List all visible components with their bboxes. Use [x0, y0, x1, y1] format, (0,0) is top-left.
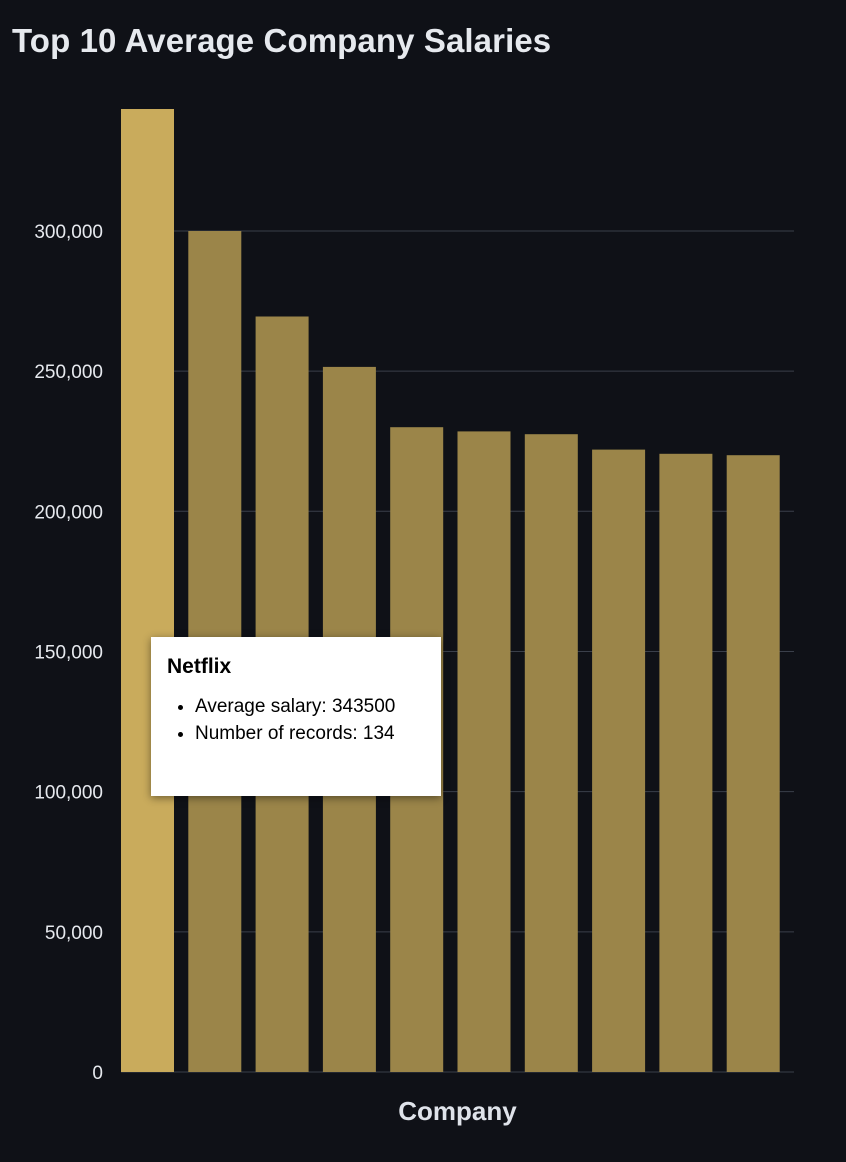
chart-title: Top 10 Average Company Salaries	[12, 22, 552, 59]
y-tick-label: 100,000	[34, 783, 103, 804]
y-tick-label: 200,000	[34, 502, 103, 523]
bar[interactable]	[726, 455, 780, 1072]
tooltip-title: Netflix	[167, 655, 232, 678]
bar[interactable]	[457, 431, 511, 1072]
y-tick-label: 50,000	[45, 923, 103, 944]
bar-highlighted[interactable]	[121, 109, 174, 1072]
tooltip-item-record-count: Number of records: 134	[195, 720, 425, 747]
tooltip-list: Average salary: 343500 Number of records…	[167, 693, 425, 747]
tooltip-item-average-salary: Average salary: 343500	[195, 693, 425, 720]
bar[interactable]	[592, 449, 646, 1073]
tooltip: Netflix Average salary: 343500 Number of…	[151, 637, 441, 796]
bar[interactable]	[524, 434, 578, 1072]
y-axis-ticks: 0 50,000 100,000 150,000 200,000 250,000 300,0…	[34, 222, 103, 1084]
y-tick-label: 0	[92, 1063, 103, 1084]
bar[interactable]	[659, 453, 713, 1072]
bars	[121, 109, 780, 1073]
y-tick-label: 250,000	[34, 362, 103, 383]
y-tick-label: 150,000	[34, 642, 103, 663]
x-axis-title: Company	[398, 1096, 517, 1126]
y-tick-label: 300,000	[34, 222, 103, 243]
